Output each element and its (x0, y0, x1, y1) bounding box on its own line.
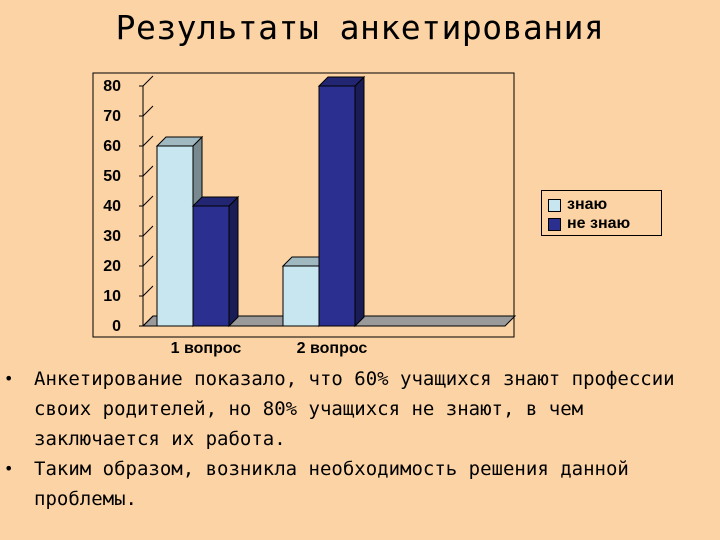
bullet-item: • Таким образом, возникла необходимость … (4, 454, 704, 514)
y-tick-label: 60 (103, 138, 121, 155)
legend-item-know: знаю (548, 196, 607, 214)
bar-front (156, 145, 194, 327)
bar-front (282, 265, 320, 327)
y-tick-label: 10 (103, 288, 121, 305)
bullet-text-1: Анкетирование показало, что 60% учащихся… (34, 368, 675, 450)
y-tick-depth (142, 75, 154, 87)
bullet-marker: • (4, 369, 14, 388)
y-tick-label: 40 (103, 198, 121, 215)
legend-label-know: знаю (567, 196, 608, 213)
y-tick-label: 70 (103, 108, 121, 125)
legend-swatch-dont-know (548, 217, 561, 231)
legend-item-dont-know: не знаю (548, 215, 630, 233)
bullet-text-2: Таким образом, возникла необходимость ре… (34, 458, 629, 510)
y-tick-label: 80 (103, 78, 121, 95)
bullet-item: • Анкетирование показало, что 60% учащих… (4, 364, 704, 454)
y-tick-depth (142, 105, 154, 117)
x-category-label: 2 вопрос (297, 340, 368, 357)
bar-front (192, 205, 230, 327)
chart-legend: знаю не знаю (541, 190, 662, 236)
slide-title: Результаты анкетирования (115, 8, 605, 47)
y-tick-depth (142, 165, 154, 177)
bar-front (318, 85, 356, 327)
y-tick-depth (142, 285, 154, 297)
y-tick-label: 0 (112, 318, 121, 335)
y-tick-depth (142, 255, 154, 267)
legend-swatch-know (548, 198, 561, 212)
bullet-marker: • (4, 459, 14, 478)
y-tick-label: 50 (103, 168, 121, 185)
y-tick-label: 30 (103, 228, 121, 245)
y-tick-label: 20 (103, 258, 121, 275)
y-tick-depth (142, 135, 154, 147)
bar-dont-know-1 (191, 195, 240, 328)
y-tick-depth (142, 315, 154, 327)
bar-side (354, 75, 365, 328)
bar-side (228, 195, 239, 328)
y-tick-depth (142, 225, 154, 237)
plot-area-border (92, 72, 515, 338)
bar-dont-know-2 (317, 75, 366, 328)
bullet-list: • Анкетирование показало, что 60% учащих… (4, 364, 704, 514)
y-tick-depth (142, 195, 154, 207)
x-category-label: 1 вопрос (171, 340, 242, 357)
legend-label-dont-know: не знаю (567, 215, 631, 232)
